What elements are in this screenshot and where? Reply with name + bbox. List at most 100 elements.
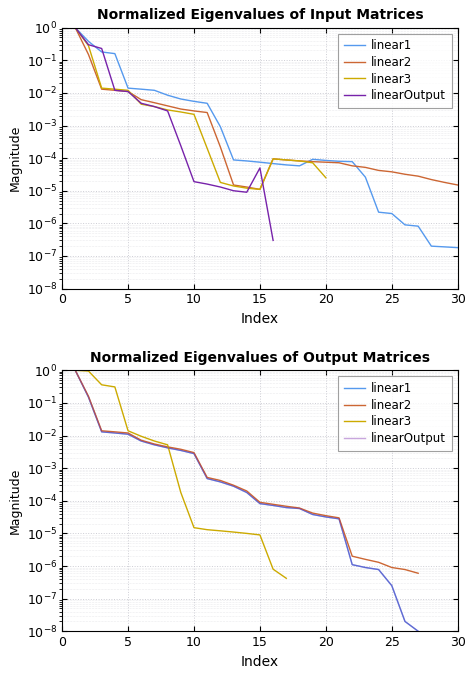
linear3 xyxy=(231,528,237,536)
linear3 xyxy=(257,185,263,194)
linear1 xyxy=(270,502,276,510)
linear1 xyxy=(99,48,104,56)
linear2 xyxy=(86,51,91,59)
linear1 xyxy=(283,504,289,512)
linear2 xyxy=(191,449,197,457)
linear1 xyxy=(323,513,328,521)
linear3 xyxy=(112,383,118,391)
linearOutput xyxy=(244,488,250,496)
linear1 xyxy=(297,504,302,512)
linear1 xyxy=(204,475,210,483)
linear3 xyxy=(310,158,316,167)
linear3 xyxy=(99,84,104,92)
linear2 xyxy=(349,162,355,170)
linear3 xyxy=(244,529,250,538)
linear2 xyxy=(112,86,118,94)
linear1 xyxy=(349,561,355,569)
linear1 xyxy=(310,155,316,163)
linear1 xyxy=(297,162,302,170)
linearOutput xyxy=(86,41,91,49)
linear2 xyxy=(165,443,171,451)
linear2 xyxy=(389,168,395,176)
linearOutput xyxy=(231,187,237,195)
linear2 xyxy=(363,163,368,171)
Line: linear2: linear2 xyxy=(75,370,418,573)
linearOutput xyxy=(191,177,197,185)
linear3 xyxy=(191,110,197,118)
linear2 xyxy=(270,500,276,508)
linear2 xyxy=(138,95,144,104)
linear2 xyxy=(297,504,302,512)
linear2 xyxy=(204,108,210,116)
linear1 xyxy=(336,157,342,165)
linear1 xyxy=(178,95,183,103)
Title: Normalized Eigenvalues of Output Matrices: Normalized Eigenvalues of Output Matrice… xyxy=(90,351,430,365)
linear1 xyxy=(257,500,263,508)
linear3 xyxy=(86,367,91,375)
linear1 xyxy=(376,208,382,216)
linear3 xyxy=(165,441,171,449)
Line: linearOutput: linearOutput xyxy=(75,370,418,631)
linearOutput xyxy=(218,478,223,486)
linear1 xyxy=(389,582,395,590)
linear1 xyxy=(191,450,197,458)
linear1 xyxy=(204,100,210,108)
linearOutput xyxy=(178,446,183,454)
Line: linear1: linear1 xyxy=(75,370,418,631)
linear2 xyxy=(297,157,302,165)
linear3 xyxy=(152,102,157,110)
linearOutput xyxy=(297,504,302,512)
linearOutput xyxy=(415,627,421,635)
linear1 xyxy=(455,244,461,252)
linear2 xyxy=(283,502,289,510)
linear2 xyxy=(125,87,131,95)
linear3 xyxy=(257,531,263,539)
linear1 xyxy=(125,430,131,438)
linear3 xyxy=(73,24,78,32)
linear1 xyxy=(323,156,328,165)
linearOutput xyxy=(86,393,91,401)
linear1 xyxy=(363,173,368,181)
linear2 xyxy=(73,24,78,32)
linear2 xyxy=(310,158,316,166)
linearOutput xyxy=(204,180,210,188)
linear1 xyxy=(428,242,434,250)
linear2 xyxy=(402,170,408,178)
linear1 xyxy=(125,84,131,92)
linear2 xyxy=(257,498,263,506)
linear1 xyxy=(244,157,250,165)
linearOutput xyxy=(112,429,118,437)
linear3 xyxy=(231,182,237,190)
linear2 xyxy=(349,552,355,561)
linear3 xyxy=(218,178,223,186)
Line: linear3: linear3 xyxy=(75,370,286,578)
linear2 xyxy=(270,155,276,163)
linear2 xyxy=(336,514,342,522)
linear2 xyxy=(257,185,263,194)
linear3 xyxy=(99,380,104,389)
linear1 xyxy=(112,429,118,437)
linear1 xyxy=(442,243,447,251)
linear1 xyxy=(270,160,276,168)
linear2 xyxy=(376,167,382,175)
linear3 xyxy=(270,155,276,163)
Line: linear3: linear3 xyxy=(75,28,326,190)
linear2 xyxy=(376,559,382,567)
linearOutput xyxy=(244,188,250,196)
linearOutput xyxy=(310,510,316,519)
linear1 xyxy=(310,510,316,519)
linear2 xyxy=(165,102,171,110)
Line: linear2: linear2 xyxy=(75,28,458,190)
linear1 xyxy=(138,85,144,93)
linearOutput xyxy=(152,441,157,449)
linearOutput xyxy=(125,87,131,95)
linear2 xyxy=(231,481,237,489)
Line: linear1: linear1 xyxy=(75,28,458,248)
Y-axis label: Magnitude: Magnitude xyxy=(9,125,21,192)
linear1 xyxy=(165,444,171,452)
linearOutput xyxy=(257,164,263,172)
linear2 xyxy=(310,509,316,517)
Title: Normalized Eigenvalues of Input Matrices: Normalized Eigenvalues of Input Matrices xyxy=(97,8,423,22)
X-axis label: Index: Index xyxy=(241,312,279,326)
linear3 xyxy=(73,366,78,374)
